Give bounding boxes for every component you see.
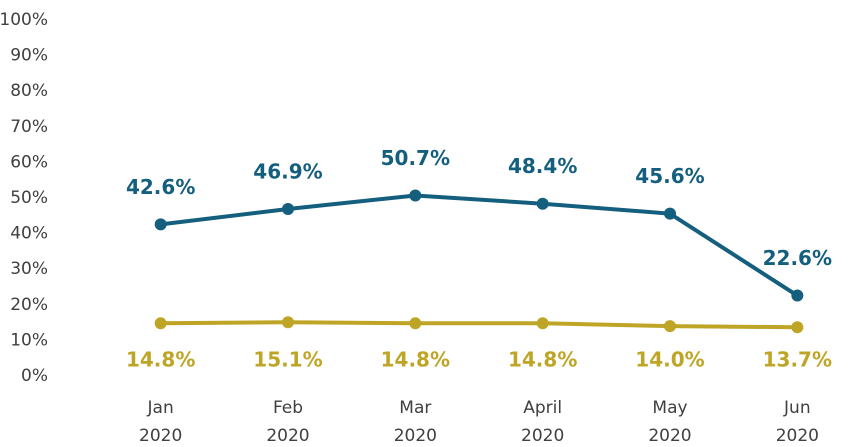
series-line (160, 193, 799, 298)
y-tick-label: 40% (10, 224, 48, 244)
data-label: 14.8% (126, 348, 195, 372)
x-tick-label: Mar 2020 (394, 398, 437, 446)
data-label: 42.6% (126, 175, 195, 199)
y-tick-label: 50% (10, 188, 48, 208)
data-label: 14.8% (381, 348, 450, 372)
x-tick-label: May 2020 (648, 398, 691, 446)
data-label: 45.6% (635, 164, 704, 188)
y-tick-label: 30% (10, 259, 48, 279)
x-tick-label: April 2020 (521, 398, 564, 446)
y-tick-label: 10% (10, 330, 48, 350)
point (791, 321, 804, 334)
data-label: 50.7% (381, 146, 450, 170)
y-tick-label: 0% (21, 366, 48, 386)
point (536, 317, 549, 330)
data-label: 14.0% (635, 348, 704, 372)
data-label: 13.7% (763, 348, 832, 372)
point (154, 317, 167, 330)
series-line (160, 320, 798, 330)
data-label: 22.6% (763, 246, 832, 270)
point (409, 189, 422, 202)
point (282, 203, 294, 216)
data-label: 48.4% (508, 154, 577, 178)
point (154, 218, 167, 231)
point (791, 289, 804, 302)
x-tick-label: Jun 2020 (776, 398, 819, 446)
y-tick-label: 100% (0, 10, 48, 30)
point (664, 320, 676, 333)
data-label: 14.8% (508, 348, 577, 372)
x-tick-label: Feb 2020 (266, 398, 309, 446)
y-tick-label: 70% (10, 117, 48, 137)
point (664, 207, 676, 220)
point (282, 316, 294, 329)
point (536, 197, 549, 210)
y-tick-label: 60% (10, 152, 48, 172)
data-label: 46.9% (253, 160, 322, 184)
y-tick-label: 20% (10, 295, 48, 315)
y-tick-label: 90% (10, 46, 48, 66)
y-tick-label: 80% (10, 81, 48, 101)
point (409, 317, 422, 330)
x-tick-label: Jan 2020 (139, 398, 182, 446)
data-label: 15.1% (253, 348, 322, 372)
